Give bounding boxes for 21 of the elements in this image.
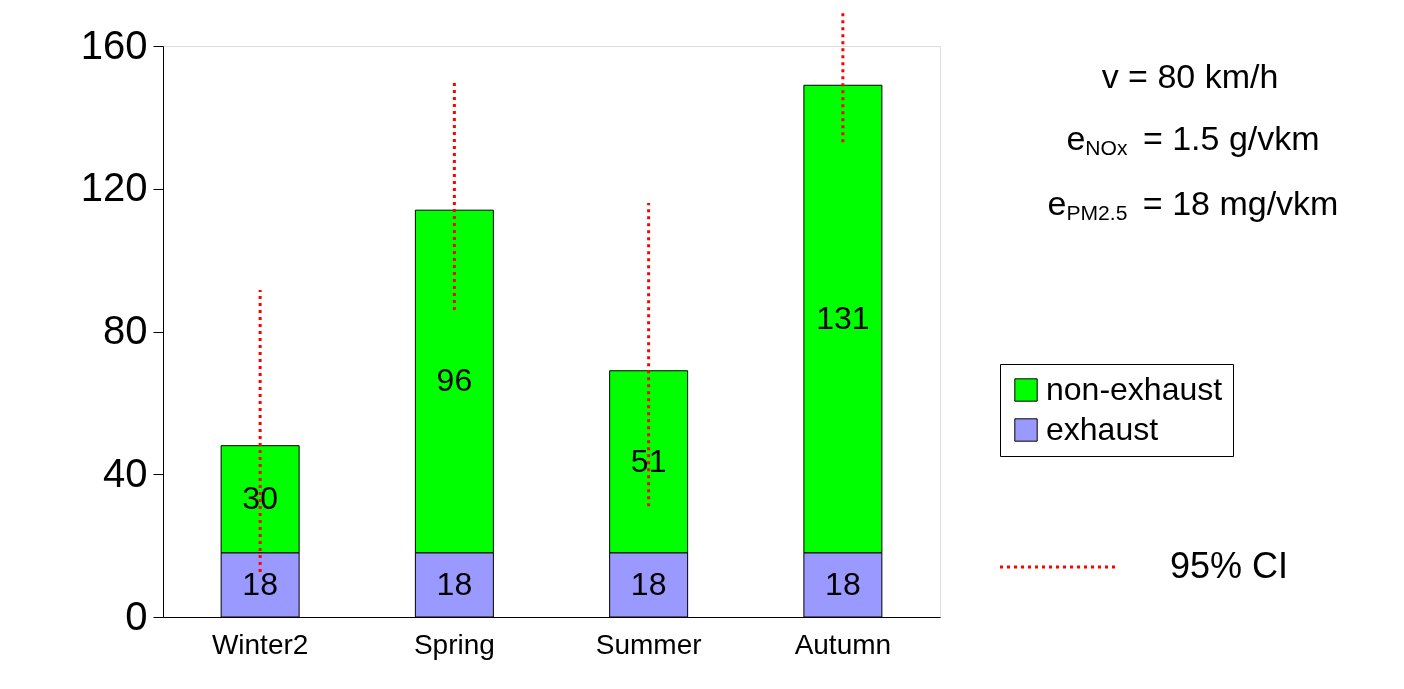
- x-tick-label: Spring: [413, 628, 495, 660]
- y-tick-label: 120: [80, 165, 148, 210]
- x-tick-label: Autumn: [794, 628, 892, 660]
- data-label: 51: [630, 442, 667, 479]
- x-tick-label: Winter2: [211, 628, 309, 660]
- y-tick-label: 0: [125, 593, 148, 638]
- x-tick-label: Summer: [595, 628, 702, 660]
- data-label: 18: [436, 565, 473, 602]
- y-tick-label: 160: [80, 22, 148, 67]
- y-tick-label: 40: [103, 450, 148, 495]
- data-label: 18: [630, 565, 667, 602]
- text: v = 80 km/h: [1101, 57, 1279, 95]
- data-label: 131: [816, 300, 870, 337]
- text: 95% CI: [1170, 545, 1289, 586]
- y-tick-label: 80: [103, 308, 148, 352]
- data-label: 96: [436, 362, 473, 399]
- data-label: 18: [242, 565, 278, 602]
- data-label: 18: [825, 565, 861, 602]
- legend-label: exhaust: [1046, 411, 1159, 447]
- data-label: 30: [242, 480, 278, 517]
- legend-label: non-exhaust: [1046, 371, 1223, 407]
